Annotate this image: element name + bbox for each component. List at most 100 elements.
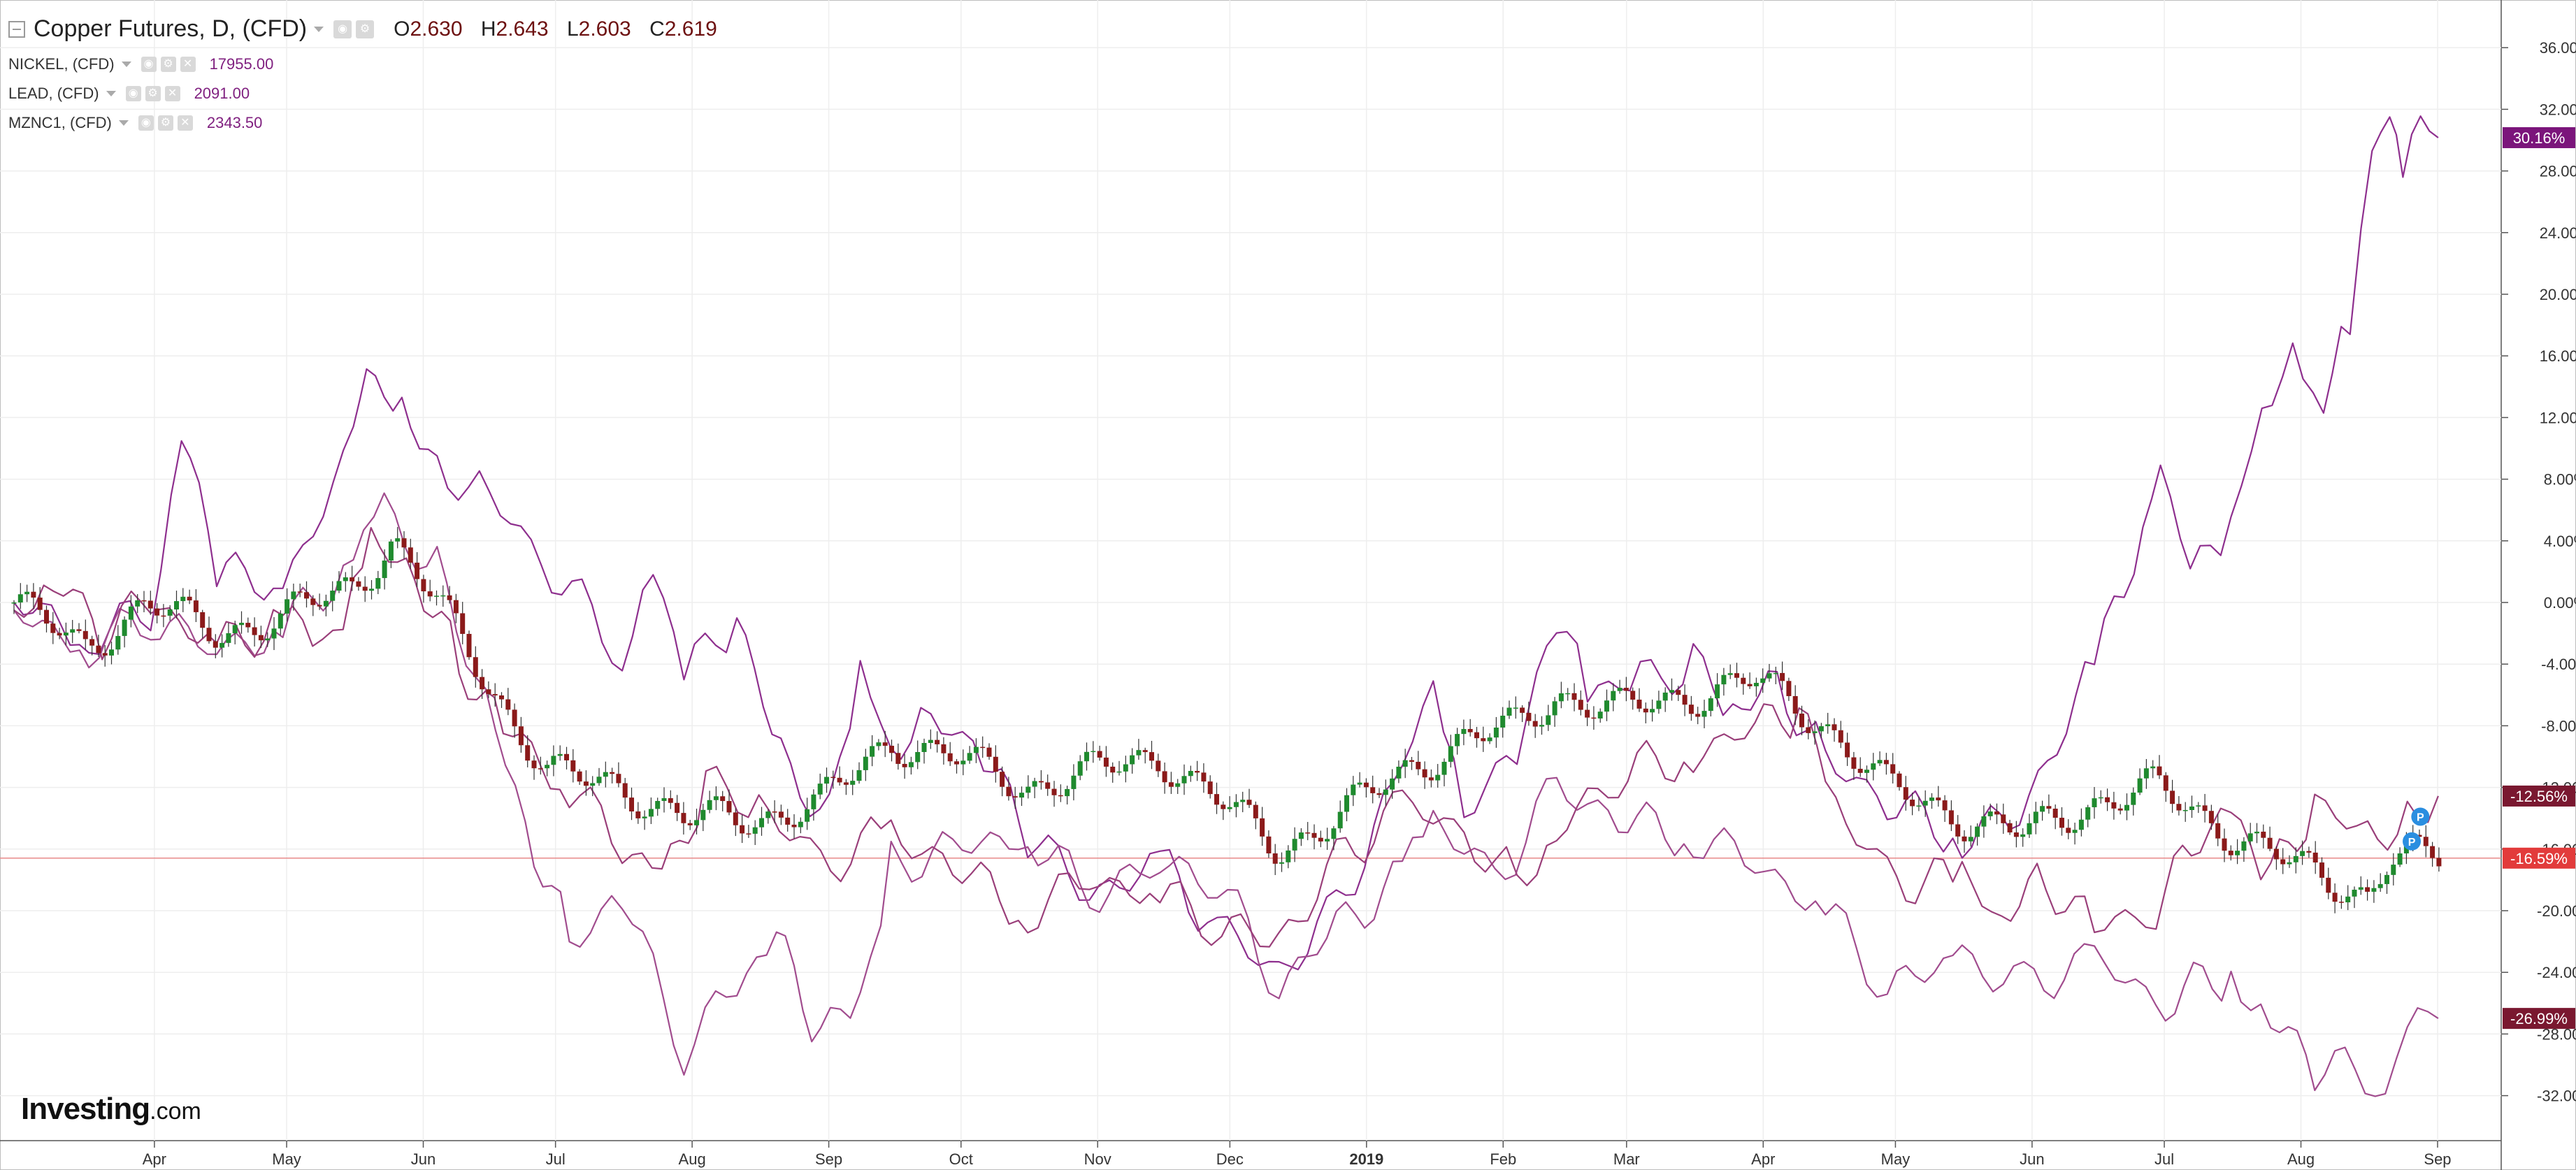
- candle-body: [1636, 700, 1642, 709]
- x-axis[interactable]: Apr May Jun Jul Aug Sep Oct Nov Dec 2019 Feb Mar Apr…: [143, 1141, 2452, 1168]
- candle-body: [1766, 673, 1772, 679]
- candle-body: [889, 746, 894, 753]
- candle-body: [713, 796, 719, 800]
- candle-body: [1994, 811, 1999, 815]
- candle-body: [1818, 726, 1824, 732]
- collapse-icon[interactable]: [8, 20, 25, 38]
- event-markers[interactable]: PP: [2403, 807, 2430, 851]
- x-tick-label: Sep: [2424, 1150, 2451, 1168]
- candle-body: [583, 781, 589, 786]
- legend-overlay-zinc: MZNC1, (CFD) ◉ ⚙ ✕ 2343.50: [8, 114, 262, 132]
- eye-icon[interactable]: ◉: [125, 86, 141, 101]
- eye-icon[interactable]: ◉: [141, 57, 157, 72]
- candle-body: [1084, 751, 1089, 762]
- y-tick-label: 12.00%: [2540, 409, 2576, 426]
- candle-body: [1455, 734, 1460, 746]
- candle-body: [785, 817, 791, 825]
- candle-body: [1376, 793, 1382, 795]
- dropdown-caret-icon[interactable]: [118, 120, 129, 126]
- candle-body: [70, 629, 75, 633]
- candle-body: [434, 595, 439, 597]
- candle-body: [935, 739, 940, 744]
- dropdown-caret-icon[interactable]: [106, 91, 116, 96]
- overlay-price: 2091.00: [194, 85, 250, 102]
- candle-body: [1597, 712, 1603, 718]
- dropdown-caret-icon[interactable]: [314, 26, 324, 32]
- close-icon[interactable]: ✕: [177, 115, 193, 131]
- candle-body: [895, 753, 901, 764]
- candle-body: [973, 746, 979, 753]
- candle-body: [128, 606, 134, 620]
- series-line-lead: [13, 492, 2439, 1097]
- candle-body: [2345, 896, 2351, 903]
- candle-body: [265, 638, 271, 641]
- candle-body: [2196, 805, 2201, 807]
- candle-body: [980, 746, 986, 749]
- settings-icon[interactable]: ⚙: [356, 20, 375, 38]
- candle-body: [1604, 700, 1609, 712]
- settings-icon[interactable]: ⚙: [157, 115, 173, 131]
- eye-icon[interactable]: ◉: [333, 20, 352, 38]
- candle-body: [2072, 830, 2078, 833]
- candle-body: [1845, 742, 1850, 758]
- last-label-lead-bg: [2503, 1008, 2575, 1030]
- candle-body: [115, 635, 121, 650]
- candle-body: [1233, 802, 1239, 807]
- candle-body: [772, 811, 777, 813]
- candle-body: [466, 633, 472, 658]
- settings-icon[interactable]: ⚙: [145, 86, 161, 101]
- candle-body: [200, 612, 206, 628]
- event-marker[interactable]: [2403, 832, 2422, 851]
- candle-body: [57, 633, 62, 636]
- candle-body: [798, 821, 803, 828]
- candle-body: [1344, 795, 1349, 812]
- close-icon[interactable]: ✕: [164, 86, 180, 101]
- candle-body: [1643, 708, 1648, 713]
- candle-body: [2312, 852, 2318, 862]
- candle-body: [1532, 721, 1538, 727]
- candle-body: [824, 777, 829, 784]
- candle-body: [1812, 731, 1818, 733]
- candle-body: [2300, 851, 2305, 856]
- investing-logo: Investing.com: [21, 1092, 201, 1127]
- candle-body: [655, 800, 661, 809]
- candle-body: [96, 645, 101, 653]
- dropdown-caret-icon[interactable]: [121, 62, 131, 67]
- settings-icon[interactable]: ⚙: [160, 57, 176, 72]
- candle-body: [778, 811, 784, 818]
- candle-body: [1851, 757, 1857, 769]
- candle-body: [1325, 839, 1330, 842]
- last-label-zinc: -12.56%: [2510, 788, 2568, 805]
- candle-body: [154, 608, 160, 616]
- candle-body: [557, 753, 563, 756]
- candle-body: [954, 761, 959, 765]
- candle-body: [1948, 810, 1954, 825]
- candle-body: [2176, 804, 2182, 811]
- candle-body: [1337, 811, 1343, 829]
- candle-body: [740, 825, 745, 834]
- event-marker[interactable]: [2411, 807, 2430, 826]
- candle-body: [1240, 800, 1246, 802]
- candle-body: [2092, 798, 2097, 807]
- candle-body: [746, 833, 751, 835]
- logo-brand: Investing: [21, 1092, 150, 1126]
- candle-body: [1669, 690, 1674, 693]
- candle-body: [141, 600, 147, 602]
- candle-body: [538, 768, 543, 770]
- candle-body: [1832, 724, 1837, 730]
- eye-icon[interactable]: ◉: [138, 115, 154, 131]
- y-tick-label: 36.00%: [2540, 39, 2576, 57]
- candle-body: [1077, 761, 1083, 776]
- candle-body: [843, 782, 849, 785]
- candle-body: [545, 765, 550, 769]
- candle-body: [82, 630, 88, 640]
- close-icon[interactable]: ✕: [180, 57, 196, 72]
- candle-body: [31, 591, 36, 598]
- candle-body: [518, 726, 524, 746]
- candle-body: [350, 577, 355, 582]
- candle-body: [1493, 727, 1499, 738]
- candle-body: [1792, 695, 1798, 714]
- candle-body: [310, 598, 316, 605]
- candle-body: [1227, 807, 1232, 809]
